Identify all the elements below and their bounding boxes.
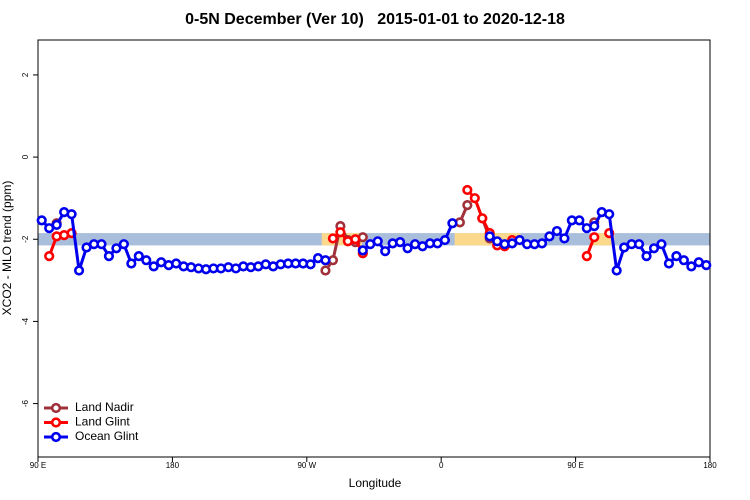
x-tick-label: 90 W <box>297 461 316 470</box>
point <box>96 239 107 250</box>
point <box>305 259 316 270</box>
legend-marker <box>50 402 62 414</box>
point <box>589 221 600 232</box>
point <box>462 184 473 196</box>
point <box>604 209 615 220</box>
x-tick-label: 0 <box>439 461 444 470</box>
legend-label: Land Nadir <box>75 400 134 414</box>
point <box>402 243 413 254</box>
legend-marker <box>50 431 62 443</box>
legend-label: Land Glint <box>75 415 130 429</box>
x-tick-label: 180 <box>703 461 717 470</box>
point <box>469 193 480 204</box>
point <box>350 234 361 245</box>
point <box>141 255 152 266</box>
y-axis-label: XCO2 - MLO trend (ppm) <box>0 181 14 316</box>
y-tick-label: 2 <box>21 72 30 77</box>
legend-marker <box>50 417 62 428</box>
point <box>671 251 682 262</box>
point <box>439 234 451 246</box>
y-tick-label: -2 <box>21 235 30 243</box>
point <box>663 258 675 269</box>
point <box>633 239 645 250</box>
point <box>589 232 600 243</box>
point <box>320 255 331 266</box>
point <box>559 233 570 244</box>
point <box>447 218 458 229</box>
point <box>395 237 406 248</box>
point <box>574 215 585 226</box>
point <box>133 251 144 262</box>
point <box>551 225 563 237</box>
point <box>36 215 47 226</box>
point <box>372 236 383 247</box>
point <box>656 239 667 250</box>
point <box>648 243 660 254</box>
point <box>462 200 473 211</box>
point <box>678 255 689 266</box>
point <box>544 231 555 242</box>
point <box>148 261 159 272</box>
plot-frame <box>37 39 711 458</box>
point <box>73 265 85 276</box>
point <box>536 238 548 249</box>
x-axis-label: Longitude <box>349 476 402 490</box>
point <box>641 251 652 262</box>
point <box>701 260 712 271</box>
point <box>320 265 331 276</box>
y-tick-label: 0 <box>21 154 30 159</box>
point <box>686 261 697 272</box>
point <box>581 251 592 262</box>
point <box>327 233 339 244</box>
point <box>484 231 495 242</box>
point <box>514 234 525 246</box>
point <box>126 258 137 269</box>
chart-title: 0-5N December (Ver 10) 2015-01-01 to 202… <box>185 11 565 28</box>
point <box>111 243 122 254</box>
point <box>44 251 55 262</box>
x-tick-label: 180 <box>166 461 180 470</box>
point <box>477 213 488 224</box>
y-tick-label: -4 <box>21 317 30 325</box>
x-tick-label: 90 E <box>567 461 583 470</box>
x-tick-label: 90 E <box>30 461 46 470</box>
point <box>380 246 391 257</box>
legend-label: Ocean Glint <box>75 429 139 443</box>
point <box>357 245 368 256</box>
y-tick-label: -6 <box>21 399 30 407</box>
point <box>118 239 129 250</box>
point <box>51 219 62 230</box>
point <box>611 265 622 276</box>
point <box>103 251 115 262</box>
point <box>335 227 346 238</box>
point <box>66 209 77 220</box>
